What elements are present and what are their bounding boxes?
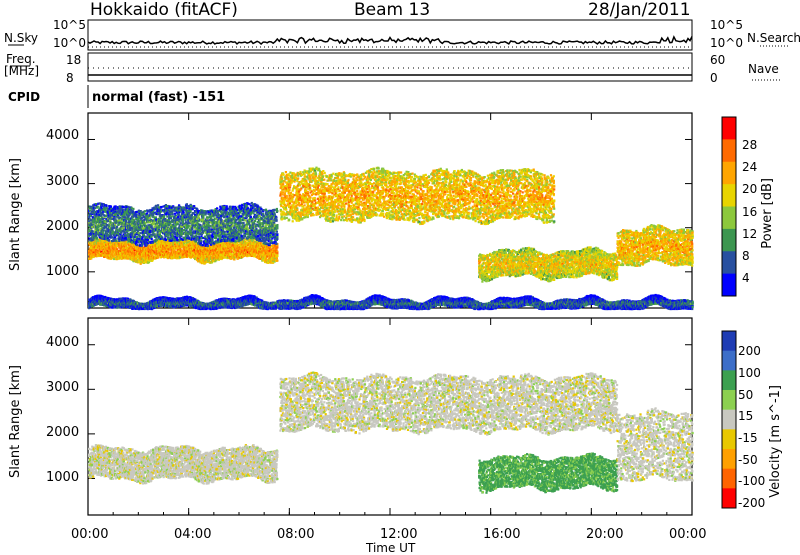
- freq-panel-frame: [88, 53, 692, 81]
- power-scatter-cell: [156, 206, 158, 208]
- power-scatter-cell: [266, 256, 268, 258]
- power-scatter-cell: [99, 209, 101, 211]
- power-scatter-cell: [144, 210, 146, 212]
- power-scatter-cell: [224, 256, 226, 258]
- nsky-series: [88, 36, 692, 44]
- power-scatter-cell: [108, 239, 110, 241]
- power-scatter-cell: [113, 226, 115, 228]
- velocity-colorbar-segment: [722, 370, 736, 390]
- power-scatter-cell: [140, 232, 142, 234]
- velocity-colorbar-segment: [722, 331, 736, 351]
- power-colorbar-segment: [722, 229, 736, 252]
- power-scatter-cell: [151, 238, 153, 240]
- velocity-colorbar-segment: [722, 351, 736, 371]
- power-scatter-cell: [224, 246, 226, 248]
- power-scatter-cell: [156, 236, 158, 238]
- velocity-colorbar-segment: [722, 469, 736, 489]
- power-scatter-cell: [105, 205, 107, 207]
- power-colorbar-segment: [722, 184, 736, 207]
- power-scatter-cell: [139, 245, 141, 247]
- power-scatter-cell: [91, 224, 93, 226]
- power-scatter-cell: [127, 206, 129, 208]
- power-scatter-cell: [233, 258, 235, 260]
- power-scatter-cell: [125, 220, 127, 222]
- power-scatter-cell: [91, 226, 93, 228]
- power-scatter-cell: [276, 260, 278, 262]
- power-scatter-cell: [110, 206, 112, 208]
- power-scatter-cell: [276, 252, 278, 254]
- power-scatter-cell: [115, 240, 117, 242]
- power-colorbar-segment: [722, 251, 736, 274]
- power-scatter-cell: [151, 225, 153, 227]
- power-scatter-cell: [276, 257, 278, 259]
- noise-panel-frame: [88, 20, 692, 50]
- power-scatter-cell: [97, 206, 99, 208]
- velocity-colorbar-segment: [722, 449, 736, 469]
- power-scatter-cell: [96, 237, 98, 239]
- power-colorbar-segment: [722, 207, 736, 230]
- power-scatter-cell: [106, 224, 108, 226]
- velocity-colorbar-segment: [722, 429, 736, 449]
- power-scatter-cell: [152, 212, 154, 214]
- power-scatter-cell: [140, 263, 142, 265]
- power-scatter-cell: [149, 217, 151, 219]
- power-scatter-cell: [153, 226, 155, 228]
- power-colorbar-segment: [722, 274, 736, 297]
- power-scatter-cell: [115, 238, 117, 240]
- power-scatter-cell: [231, 251, 233, 253]
- power-scatter-cell: [90, 219, 92, 221]
- power-scatter-cell: [157, 257, 159, 259]
- power-scatter-cell: [157, 204, 159, 206]
- power-scatter-cell: [94, 207, 96, 209]
- power-scatter-cell: [110, 221, 112, 223]
- power-scatter-cell: [276, 255, 278, 257]
- power-scatter-cell: [104, 215, 106, 217]
- power-scatter-cell: [276, 246, 278, 248]
- velocity-colorbar-segment: [722, 410, 736, 430]
- velocity-colorbar-segment: [722, 390, 736, 410]
- power-scatter-cell: [117, 209, 119, 211]
- power-colorbar-segment: [722, 139, 736, 162]
- power-scatter-cell: [99, 228, 101, 230]
- power-scatter-cell: [136, 244, 138, 246]
- power-scatter-cell: [156, 239, 158, 241]
- power-colorbar-segment: [722, 117, 736, 140]
- velocity-colorbar-segment: [722, 488, 736, 508]
- power-scatter-cell: [132, 208, 134, 210]
- power-scatter-cell: [160, 206, 162, 208]
- power-scatter-cell: [111, 236, 113, 238]
- power-scatter-cell: [148, 227, 150, 229]
- power-colorbar-segment: [722, 162, 736, 185]
- power-scatter-cell: [159, 209, 161, 211]
- power-scatter-cell: [124, 214, 126, 216]
- power-scatter-cell: [155, 216, 157, 218]
